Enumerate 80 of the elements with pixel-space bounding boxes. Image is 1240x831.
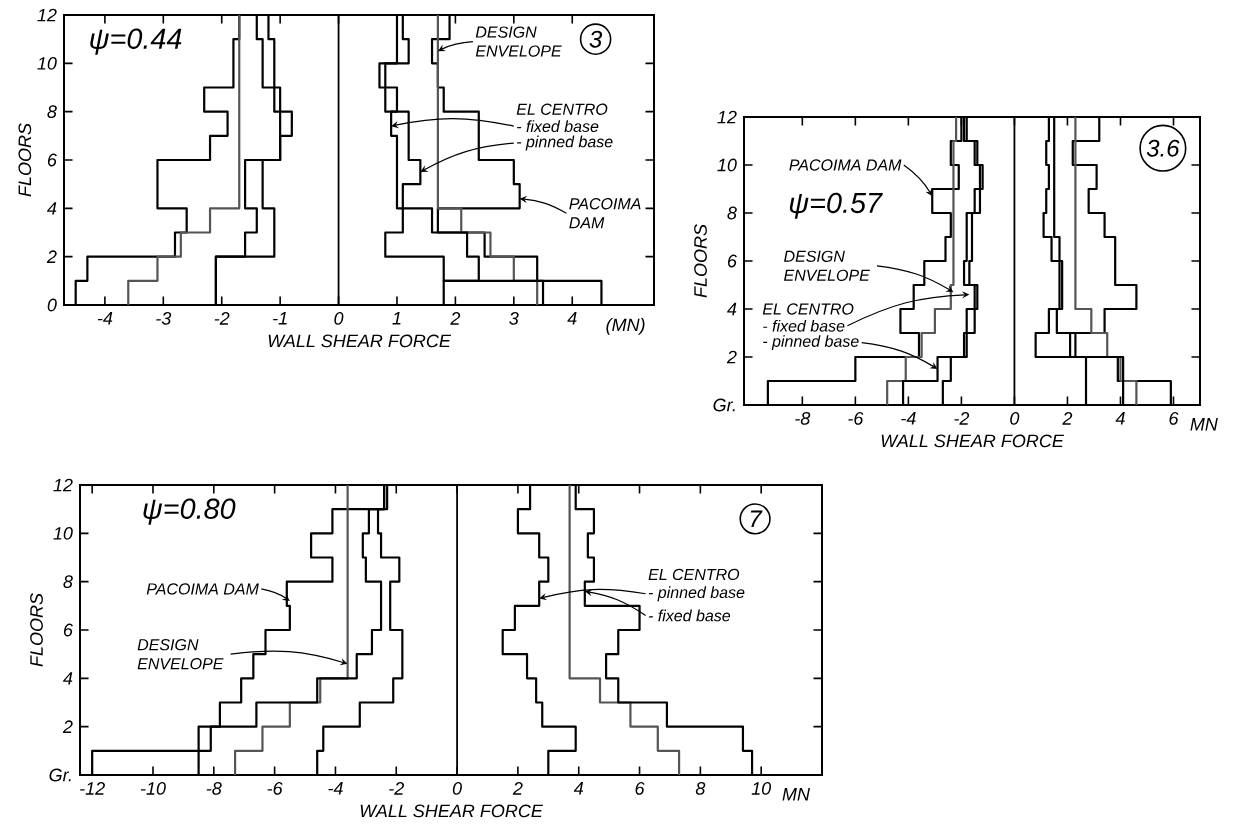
x-tick-label: 6 — [635, 782, 645, 795]
x-tick-label: -2 — [954, 412, 970, 425]
x-tick-label: 10 — [751, 782, 772, 795]
annotation: ψ=0.44 — [90, 28, 182, 55]
x-tick-label: 0 — [334, 312, 344, 325]
annotation: - fixed base — [517, 120, 599, 133]
y-axis-title: FLOORS — [30, 593, 43, 667]
annotation: DESIGN ENVELOPE — [475, 26, 562, 57]
x-tick-label: 2 — [450, 312, 461, 325]
annotation: PACOIMA DAM — [146, 583, 259, 595]
annotation: - fixed base — [763, 319, 845, 332]
y-tick-label: 0 — [47, 298, 57, 312]
annotation: EL CENTRO — [762, 303, 854, 315]
y-tick-label: 6 — [63, 623, 73, 637]
y-tick-label: 6 — [47, 153, 57, 167]
x-axis-title: WALL SHEAR FORCE — [268, 334, 452, 348]
annotation: ψ=0.80 — [143, 498, 236, 525]
x-tick-label: 1 — [392, 312, 401, 325]
y-tick-label: 10 — [717, 158, 737, 172]
annotation: - pinned base — [517, 135, 613, 151]
annotation: DESIGN ENVELOPE — [137, 639, 224, 670]
y-axis-title: FLOORS — [18, 123, 32, 197]
text: MN — [782, 788, 810, 801]
x-tick-label: -6 — [267, 782, 283, 795]
x-axis-title: WALL SHEAR FORCE — [360, 804, 544, 818]
x-tick-label: -12 — [80, 782, 105, 795]
x-tick-label: 6 — [1169, 412, 1179, 425]
x-tick-label: 0 — [452, 782, 462, 795]
annotation: DESIGN ENVELOPE — [784, 250, 870, 281]
annotation: PACOIMA DAM — [789, 159, 902, 171]
text: MN — [1190, 418, 1218, 431]
x-tick-label: -4 — [901, 412, 916, 425]
annotation: ψ=0.57 — [789, 192, 883, 219]
y-tick-label: 4 — [727, 302, 737, 316]
annotation: - fixed base — [648, 609, 731, 622]
x-tick-label: -8 — [206, 782, 222, 795]
x-tick-label: 2 — [512, 782, 523, 795]
x-tick-label: 2 — [1062, 412, 1073, 425]
x-tick-label: 8 — [695, 782, 706, 795]
y-axis-title: FLOORS — [694, 224, 707, 298]
x-tick-label: 4 — [573, 782, 584, 795]
x-tick-label: -2 — [214, 312, 230, 325]
y-tick-label: Gr. — [49, 768, 71, 782]
annotation: - pinned base — [763, 335, 859, 351]
x-axis-title: WALL SHEAR FORCE — [881, 434, 1065, 448]
y-tick-label: 2 — [726, 350, 737, 364]
x-tick-label: 4 — [1115, 412, 1125, 425]
text: (MN) — [606, 318, 645, 335]
y-tick-label: 8 — [727, 206, 737, 220]
y-tick-label: 8 — [63, 575, 73, 589]
x-tick-label: 3 — [509, 312, 519, 325]
annotation: - pinned base — [648, 586, 745, 602]
y-tick-label: Gr. — [713, 398, 735, 412]
y-tick-label: 12 — [717, 110, 737, 124]
x-tick-label: -2 — [389, 782, 405, 795]
x-tick-label: 0 — [1010, 412, 1020, 425]
annotation: EL CENTRO — [516, 103, 608, 115]
y-tick-label: 10 — [37, 56, 57, 70]
x-tick-label: -4 — [97, 312, 113, 325]
y-tick-label: 4 — [47, 202, 57, 215]
x-tick-label: 4 — [567, 312, 577, 325]
y-tick-label: 2 — [62, 720, 73, 733]
x-tick-label: -6 — [848, 412, 864, 425]
annotation: 7 — [750, 510, 763, 528]
x-tick-label: -1 — [273, 312, 287, 325]
y-tick-label: 2 — [46, 250, 57, 263]
x-tick-label: -3 — [156, 312, 172, 325]
y-tick-label: 12 — [37, 8, 57, 22]
x-tick-label: -4 — [328, 782, 343, 795]
y-tick-label: 12 — [53, 478, 73, 492]
y-tick-label: 4 — [63, 672, 73, 685]
annotation: PACOIMA DAM — [569, 198, 641, 229]
y-tick-label: 8 — [47, 105, 57, 119]
annotation: 3 — [589, 30, 603, 48]
y-tick-label: 6 — [727, 254, 737, 268]
annotation: 3.6 — [1146, 139, 1180, 157]
x-tick-label: -8 — [795, 412, 811, 425]
y-tick-label: 10 — [53, 526, 73, 540]
annotation: EL CENTRO — [648, 568, 740, 581]
x-tick-label: -10 — [140, 782, 166, 795]
